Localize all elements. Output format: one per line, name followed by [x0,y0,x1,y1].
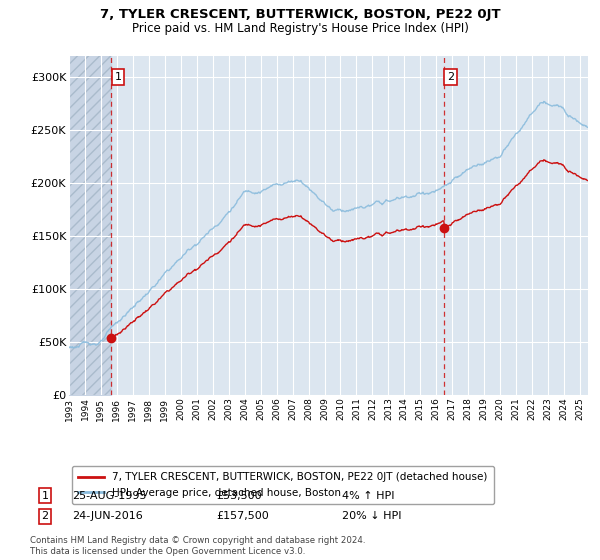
Legend: 7, TYLER CRESCENT, BUTTERWICK, BOSTON, PE22 0JT (detached house), HPI: Average p: 7, TYLER CRESCENT, BUTTERWICK, BOSTON, P… [71,466,494,504]
Text: 2: 2 [41,511,49,521]
Text: 25-AUG-1995: 25-AUG-1995 [72,491,146,501]
Text: 1: 1 [41,491,49,501]
Text: Contains HM Land Registry data © Crown copyright and database right 2024.
This d: Contains HM Land Registry data © Crown c… [30,536,365,556]
Text: £157,500: £157,500 [216,511,269,521]
Text: 2: 2 [447,72,454,82]
Text: 4% ↑ HPI: 4% ↑ HPI [342,491,395,501]
Text: 20% ↓ HPI: 20% ↓ HPI [342,511,401,521]
Text: 7, TYLER CRESCENT, BUTTERWICK, BOSTON, PE22 0JT: 7, TYLER CRESCENT, BUTTERWICK, BOSTON, P… [100,8,500,21]
Text: Price paid vs. HM Land Registry's House Price Index (HPI): Price paid vs. HM Land Registry's House … [131,22,469,35]
Text: £53,500: £53,500 [216,491,262,501]
Text: 24-JUN-2016: 24-JUN-2016 [72,511,143,521]
Text: 1: 1 [115,72,122,82]
